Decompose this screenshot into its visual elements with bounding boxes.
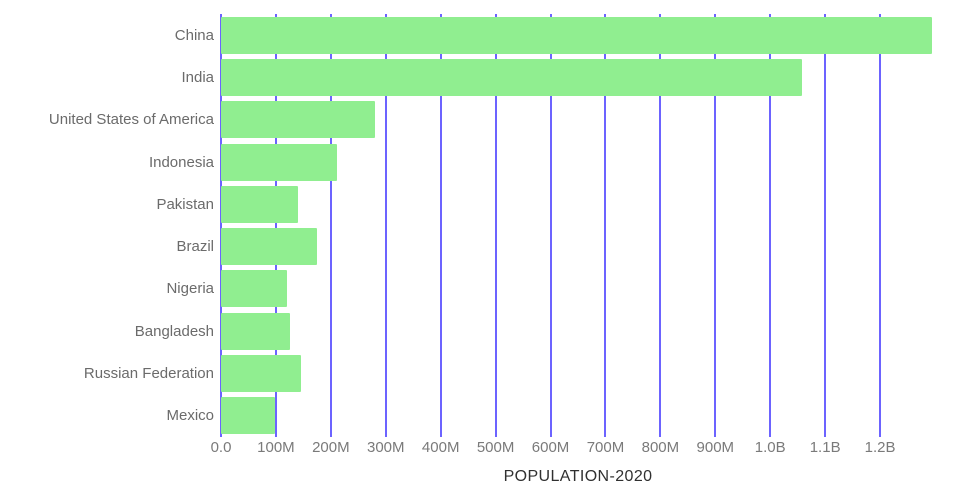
bar-indonesia <box>221 143 337 181</box>
plot-area <box>220 14 935 437</box>
x-tick-label: 100M <box>257 439 295 456</box>
bar-united-states-of-america <box>221 101 375 139</box>
x-tick-label: 700M <box>586 439 625 456</box>
bar-india <box>221 58 802 96</box>
x-tick-label: 0.0 <box>210 439 232 456</box>
bar-row-india <box>221 56 935 98</box>
gridline <box>329 14 332 437</box>
chart-title: POPULATION-2020 <box>503 468 653 485</box>
bars <box>221 14 935 437</box>
y-axis-label-russian-federation: Russian Federation <box>83 365 214 383</box>
bar-mexico <box>221 397 275 435</box>
y-axis-label-mexico: Mexico <box>166 407 214 425</box>
gridline <box>274 14 277 437</box>
gridline <box>769 14 772 437</box>
bar-row-indonesia <box>221 141 935 183</box>
y-axis-label-united-states-of-america: United States of America <box>48 111 214 129</box>
x-tick-label: 1.0B <box>754 439 786 456</box>
gridlines <box>220 14 935 437</box>
x-axis-tick-labels: 0.0 100M 200M 300M 400M 500M 600M 700M 800M 900M 1… <box>0 439 960 457</box>
gridline <box>604 14 607 437</box>
gridline <box>549 14 552 437</box>
x-tick-label: 200M <box>312 439 350 456</box>
bar-row-brazil <box>221 225 935 267</box>
y-axis-label-china: China <box>174 26 214 44</box>
gridline <box>384 14 387 437</box>
x-tick-label: 400M <box>421 439 460 456</box>
x-tick-label: 300M <box>367 439 405 456</box>
bar-brazil <box>221 228 317 266</box>
bar-nigeria <box>221 270 288 308</box>
y-axis-label-india: India <box>181 68 214 86</box>
bar-row-united-states-of-america <box>221 99 935 141</box>
bar-row-pakistan <box>221 183 935 225</box>
bar-pakistan <box>221 185 299 223</box>
y-axis-label-brazil: Brazil <box>176 238 214 256</box>
x-tick-label: 900M <box>696 439 735 456</box>
bar-row-nigeria <box>221 268 935 310</box>
bar-row-china <box>221 14 935 56</box>
bar-bangladesh <box>221 312 291 350</box>
x-tick-label: 600M <box>531 439 570 456</box>
gridline <box>494 14 497 437</box>
bar-row-bangladesh <box>221 310 935 352</box>
gridline <box>879 14 882 437</box>
gridline <box>220 14 222 437</box>
y-axis-label-bangladesh: Bangladesh <box>134 322 214 340</box>
gridline <box>714 14 717 437</box>
bar-row-mexico <box>221 395 935 437</box>
x-tick-label: 1.2B <box>864 439 896 456</box>
bar-china <box>221 16 932 54</box>
bar-row-russian-federation <box>221 352 935 394</box>
x-tick-label: 500M <box>476 439 515 456</box>
x-tick-label: 800M <box>641 439 680 456</box>
y-axis-label-nigeria: Nigeria <box>166 280 214 298</box>
x-tick-label: 1.1B <box>809 439 841 456</box>
gridline <box>439 14 442 437</box>
gridline <box>824 14 827 437</box>
y-axis-labels: China India United States of America Indone… <box>0 14 214 437</box>
gridline <box>659 14 662 437</box>
y-axis-label-pakistan: Pakistan <box>156 195 214 213</box>
y-axis-label-indonesia: Indonesia <box>148 153 214 171</box>
bar-russian-federation <box>221 355 302 393</box>
